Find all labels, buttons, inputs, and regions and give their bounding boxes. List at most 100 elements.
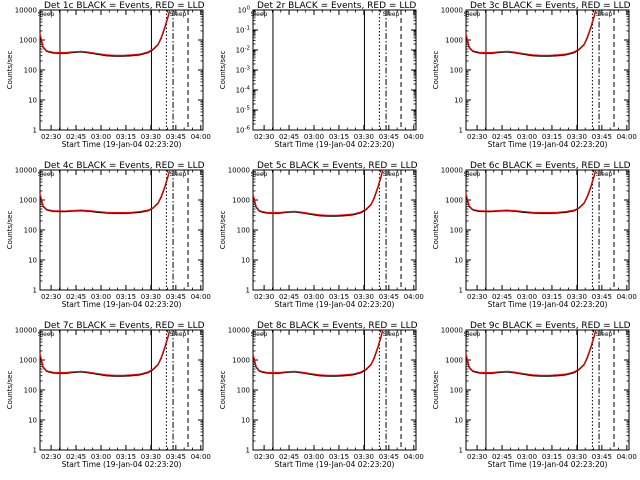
- y-tick-label: 10-4: [236, 86, 251, 95]
- x-tick-label: 03:45: [592, 453, 612, 461]
- y-axis-label: Counts/sec: [219, 51, 227, 90]
- y-tick-label: 1: [459, 127, 463, 135]
- panel-det-6: Det 6c BLACK = Events, RED = LLD 1 10 100 10…: [432, 161, 637, 309]
- y-tick-label: 10000: [441, 167, 463, 175]
- x-tick-label: 03:00: [91, 133, 111, 141]
- marker-label-left: Sleep: [251, 331, 268, 338]
- x-tick-label: 04:00: [191, 453, 211, 461]
- x-tick-label: 03:30: [354, 133, 374, 141]
- x-tick-label: 04:00: [617, 453, 637, 461]
- y-tick-label: 10000: [15, 327, 37, 335]
- y-tick-label: 10-3: [236, 66, 251, 75]
- panel-det-8: Det 8c BLACK = Events, RED = LLD 1 10 100 10…: [219, 321, 424, 469]
- panel-det-1: Det 1c BLACK = Events, RED = LLD 1 10 100 10…: [6, 1, 211, 149]
- panel-det-9: Det 9c BLACK = Events, RED = LLD 1 10 100 10…: [432, 321, 637, 469]
- lld-series-line: [39, 169, 171, 214]
- panel-title: Det 5c BLACK = Events, RED = LLD: [257, 161, 418, 171]
- y-tick-label: 1: [33, 127, 37, 135]
- lld-series-line: [39, 329, 171, 376]
- x-tick-label: 03:15: [329, 293, 349, 301]
- marker-label-right: Sleep: [596, 171, 613, 178]
- x-tick-label: 03:00: [517, 293, 537, 301]
- y-tick-label: 10000: [228, 327, 250, 335]
- y-tick-label: 10000: [228, 167, 250, 175]
- panel-det-2: Det 2r BLACK = Events, RED = LLD 100 10-1 1…: [219, 1, 424, 149]
- x-tick-label: 03:45: [379, 453, 399, 461]
- x-tick-label: 02:45: [66, 293, 86, 301]
- y-axis-label: Counts/sec: [6, 371, 14, 410]
- x-tick-label: 03:45: [166, 133, 186, 141]
- x-tick-label: 04:00: [404, 133, 424, 141]
- x-tick-label: 03:15: [116, 133, 136, 141]
- lld-series-line: [252, 169, 384, 216]
- y-tick-label: 1: [33, 287, 37, 295]
- x-tick-label: 03:15: [116, 453, 136, 461]
- x-tick-label: 03:45: [592, 293, 612, 301]
- x-tick-label: 02:30: [467, 453, 487, 461]
- y-tick-label: 1: [459, 447, 463, 455]
- x-tick-label: 03:00: [304, 453, 324, 461]
- marker-label-right: Sleep: [383, 11, 400, 18]
- x-tick-label: 03:00: [517, 453, 537, 461]
- x-tick-label: 03:30: [141, 133, 161, 141]
- x-tick-label: 03:00: [517, 133, 537, 141]
- panel-det-3: Det 3c BLACK = Events, RED = LLD 1 10 100 10…: [432, 1, 637, 149]
- x-tick-label: 04:00: [404, 453, 424, 461]
- x-tick-label: 03:00: [91, 453, 111, 461]
- x-tick-label: 02:30: [254, 293, 274, 301]
- x-tick-label: 02:45: [492, 453, 512, 461]
- x-tick-label: 04:00: [191, 133, 211, 141]
- x-tick-label: 03:30: [354, 293, 374, 301]
- marker-label-left: Sleep: [251, 11, 268, 18]
- y-tick-label: 100: [450, 67, 463, 75]
- y-tick-label: 100: [237, 387, 250, 395]
- marker-label-left: Sleep: [464, 11, 481, 18]
- x-tick-label: 03:30: [567, 133, 587, 141]
- x-tick-label: 03:00: [304, 133, 324, 141]
- x-axis-label: Start Time (19-Jan-04 02:23:20): [62, 300, 182, 309]
- y-axis-label: Counts/sec: [432, 371, 440, 410]
- marker-label-right: Sleep: [596, 331, 613, 338]
- marker-label-right: Sleep: [170, 171, 187, 178]
- x-tick-label: 02:45: [492, 293, 512, 301]
- x-tick-label: 03:30: [141, 293, 161, 301]
- y-axis-label: Counts/sec: [6, 211, 14, 250]
- marker-label-left: Sleep: [464, 331, 481, 338]
- y-tick-label: 100: [450, 227, 463, 235]
- y-tick-label: 10: [241, 257, 250, 265]
- x-tick-label: 04:00: [617, 133, 637, 141]
- x-tick-label: 02:30: [41, 453, 61, 461]
- x-tick-label: 03:15: [542, 133, 562, 141]
- x-tick-label: 02:45: [66, 453, 86, 461]
- x-tick-label: 03:00: [304, 293, 324, 301]
- y-tick-label: 10000: [15, 167, 37, 175]
- lld-series-line: [465, 329, 597, 376]
- x-axis-label: Start Time (19-Jan-04 02:23:20): [488, 460, 608, 469]
- y-tick-label: 10: [28, 417, 37, 425]
- marker-label-right: Sleep: [170, 331, 187, 338]
- x-tick-label: 04:00: [404, 293, 424, 301]
- panel-title: Det 8c BLACK = Events, RED = LLD: [257, 321, 418, 331]
- marker-label-left: Sleep: [464, 171, 481, 178]
- y-tick-label: 10: [454, 97, 463, 105]
- marker-label-right: Sleep: [170, 11, 187, 18]
- marker-label-left: Sleep: [38, 171, 55, 178]
- x-tick-label: 02:45: [66, 133, 86, 141]
- y-tick-label: 1000: [445, 357, 463, 365]
- y-tick-label: 100: [450, 387, 463, 395]
- y-axis-label: Counts/sec: [432, 211, 440, 250]
- x-tick-label: 03:15: [329, 453, 349, 461]
- x-tick-label: 02:30: [254, 453, 274, 461]
- panel-title: Det 2r BLACK = Events, RED = LLD: [257, 1, 416, 11]
- marker-label-right: Sleep: [383, 331, 400, 338]
- x-tick-label: 03:00: [91, 293, 111, 301]
- y-tick-label: 100: [237, 227, 250, 235]
- x-tick-label: 04:00: [191, 293, 211, 301]
- x-tick-label: 03:15: [329, 133, 349, 141]
- y-tick-label: 1000: [19, 37, 37, 45]
- x-axis-label: Start Time (19-Jan-04 02:23:20): [488, 140, 608, 149]
- y-tick-label: 10: [28, 97, 37, 105]
- marker-label-right: Sleep: [383, 171, 400, 178]
- x-tick-label: 02:30: [467, 293, 487, 301]
- lld-series-line: [252, 329, 384, 376]
